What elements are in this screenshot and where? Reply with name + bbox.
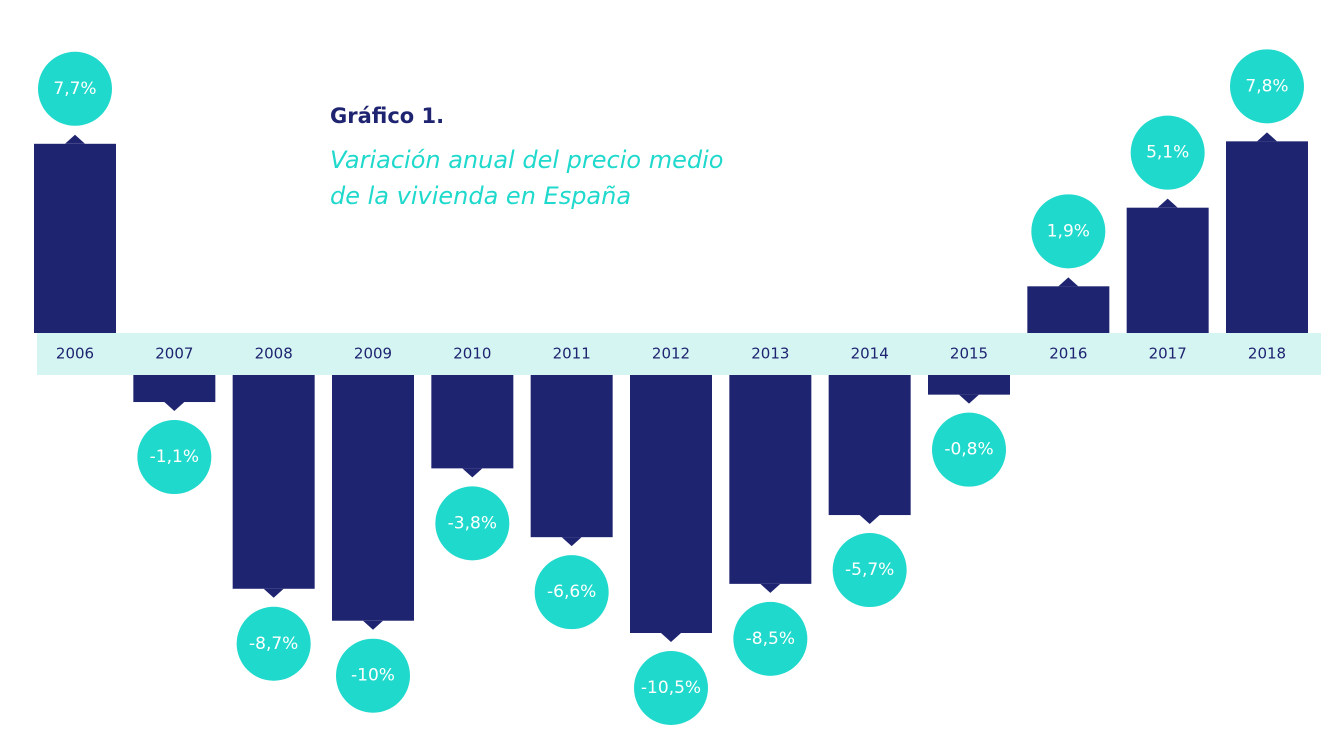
- data-label: -5,7%: [845, 560, 894, 580]
- bar: [133, 375, 216, 403]
- x-tick-label: 2012: [652, 345, 690, 363]
- x-tick-label: 2009: [354, 345, 392, 363]
- x-tick-label: 2015: [950, 345, 988, 363]
- label-bubble: [1031, 194, 1106, 269]
- bar: [828, 375, 911, 516]
- x-tick-label: 2010: [453, 345, 491, 363]
- label-bubble: [932, 412, 1006, 487]
- data-label: -8,5%: [746, 629, 795, 649]
- data-label: -10,5%: [641, 678, 701, 698]
- bar: [1126, 207, 1209, 333]
- bar-notch: [363, 620, 383, 630]
- bar-notch: [65, 134, 85, 144]
- bar-notch: [263, 588, 284, 598]
- bar-notch: [760, 583, 781, 593]
- bar-notch: [661, 633, 681, 642]
- data-label: 1,9%: [1047, 221, 1090, 241]
- x-tick-label: 2016: [1049, 345, 1087, 363]
- label-bubble: [137, 420, 212, 495]
- chart-subtitle: de la vivienda en España: [330, 182, 631, 210]
- label-bubble: [832, 533, 907, 608]
- bar: [431, 375, 514, 469]
- axis-band: [37, 333, 1321, 375]
- bar-notch: [959, 394, 979, 404]
- data-label: -6,6%: [547, 582, 596, 602]
- label-bubble: [38, 51, 112, 126]
- data-label: -0,8%: [944, 440, 993, 460]
- x-tick-label: 2014: [851, 345, 889, 363]
- bar-notch: [164, 402, 185, 412]
- bar: [729, 375, 812, 584]
- bar-notch: [1058, 277, 1079, 287]
- bar: [530, 375, 613, 538]
- x-tick-label: 2007: [155, 345, 193, 363]
- x-tick-label: 2017: [1149, 345, 1187, 363]
- data-label: -10%: [351, 666, 395, 686]
- label-bubble: [1130, 115, 1205, 190]
- bar-notch: [561, 537, 582, 547]
- bar: [1226, 141, 1308, 333]
- bar: [332, 375, 414, 621]
- label-bubble: [1230, 49, 1304, 124]
- x-tick-label: 2008: [255, 345, 293, 363]
- bar-notch: [1157, 198, 1178, 208]
- label-bubble: [534, 555, 609, 630]
- chart-subtitle: Variación anual del precio medio: [330, 146, 723, 174]
- label-bubble: [236, 606, 311, 681]
- bar-notch: [462, 468, 483, 478]
- bar: [630, 375, 712, 633]
- data-label: 7,8%: [1245, 76, 1288, 96]
- x-tick-label: 2013: [751, 345, 789, 363]
- data-label: 5,1%: [1146, 143, 1189, 163]
- chart-title: Gráfico 1.: [330, 104, 444, 128]
- x-tick-label: 2011: [553, 345, 591, 363]
- data-label: -1,1%: [150, 447, 199, 467]
- bar-notch: [859, 515, 880, 525]
- bar: [34, 143, 116, 333]
- label-bubble: [435, 486, 510, 561]
- bar: [232, 375, 315, 589]
- label-bubble: [336, 638, 410, 713]
- data-label: 7,7%: [53, 79, 96, 99]
- data-label: -3,8%: [448, 513, 497, 533]
- bar-notch: [1257, 132, 1277, 142]
- x-tick-label: 2018: [1248, 345, 1286, 363]
- label-bubble: [634, 651, 708, 725]
- label-bubble: [733, 601, 808, 676]
- x-tick-label: 2006: [56, 345, 94, 363]
- data-label: -8,7%: [249, 634, 298, 654]
- bar: [1027, 286, 1110, 333]
- bar: [928, 375, 1010, 395]
